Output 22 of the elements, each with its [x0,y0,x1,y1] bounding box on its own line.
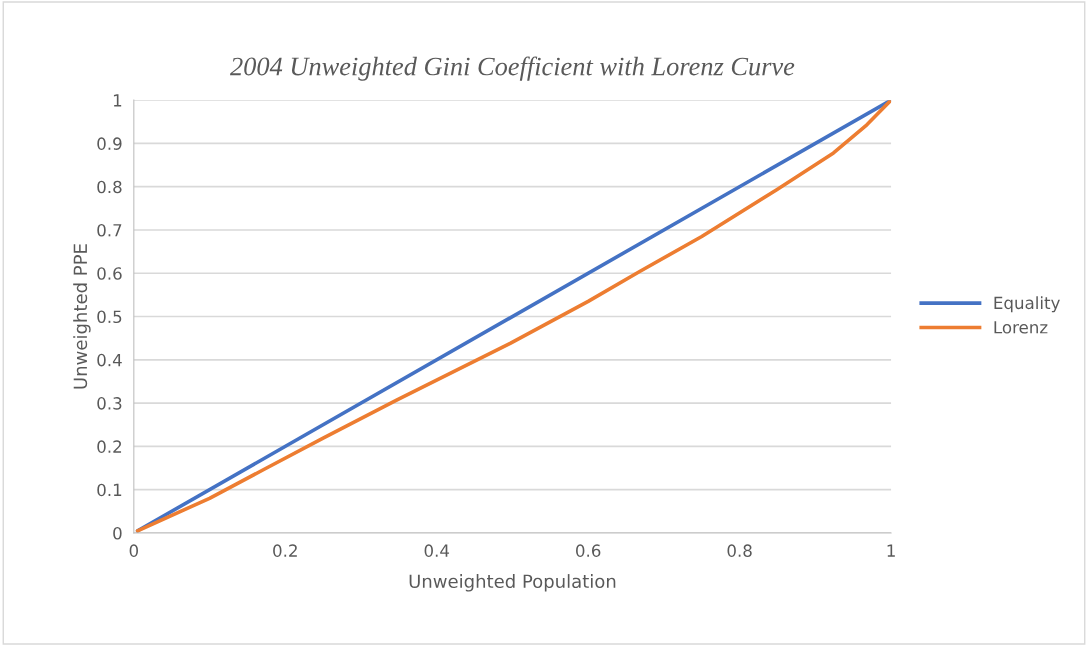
y-tick-label: 0 [113,526,122,540]
x-tick-label: 0 [129,544,139,557]
x-tick-label: 0.6 [576,544,601,557]
y-axis-title: Unweighted PPE [73,244,91,389]
y-tick-label: 0.3 [97,397,122,410]
y-tick-label: 0.7 [97,223,122,237]
chart-title: 2004 Unweighted Gini Coefficient with Lorenz Curve [230,56,795,81]
y-tick-label: 0.8 [97,180,122,194]
y-tick-label: 0.2 [97,440,122,453]
y-tick-label: 1 [113,94,122,107]
x-tick-label: 0.4 [424,544,450,557]
x-axis-title: Unweighted Population [409,574,616,592]
y-tick-label: 0.6 [97,267,122,280]
x-tick-label: 0.2 [273,544,297,557]
x-tick-label: 0.8 [727,544,752,557]
y-tick-label: 0.9 [97,137,122,150]
y-tick-label: 0.1 [97,483,122,497]
y-tick-label: 0.4 [97,353,122,367]
legend-label: Lorenz [994,321,1048,334]
y-tick-label: 0.5 [97,310,122,324]
x-tick-label: 1 [887,544,895,557]
legend-label: Equality [994,296,1060,313]
